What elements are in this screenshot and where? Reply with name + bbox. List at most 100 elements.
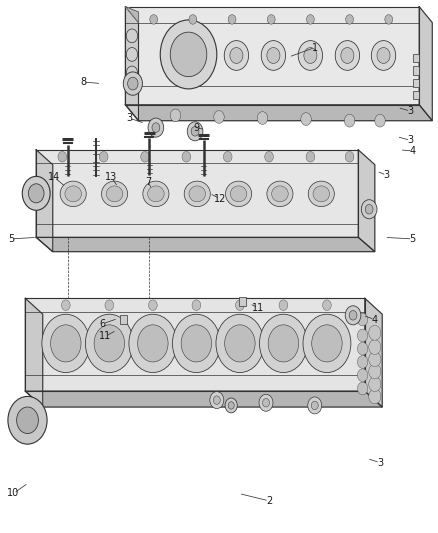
Circle shape: [152, 123, 160, 132]
Circle shape: [58, 151, 67, 162]
Circle shape: [8, 397, 47, 444]
Circle shape: [213, 396, 220, 405]
Circle shape: [265, 151, 273, 162]
Circle shape: [365, 205, 373, 214]
Circle shape: [105, 300, 114, 311]
Text: 3: 3: [407, 135, 413, 146]
Circle shape: [312, 325, 342, 362]
Ellipse shape: [267, 181, 293, 207]
Circle shape: [236, 300, 244, 311]
Circle shape: [279, 300, 288, 311]
Circle shape: [230, 47, 243, 63]
Text: 14: 14: [48, 172, 60, 182]
Circle shape: [216, 314, 264, 373]
Text: 6: 6: [100, 319, 106, 329]
Circle shape: [335, 41, 360, 70]
Circle shape: [148, 300, 157, 311]
Circle shape: [369, 389, 381, 404]
Circle shape: [150, 14, 158, 24]
Circle shape: [308, 397, 322, 414]
Polygon shape: [36, 150, 53, 252]
Ellipse shape: [189, 186, 205, 202]
Circle shape: [189, 14, 197, 24]
Text: 11: 11: [252, 303, 264, 313]
Circle shape: [17, 407, 39, 433]
Circle shape: [126, 47, 138, 61]
Circle shape: [228, 14, 236, 24]
Text: 5: 5: [410, 234, 416, 244]
Circle shape: [50, 325, 81, 362]
Circle shape: [303, 314, 351, 373]
Circle shape: [349, 311, 357, 320]
Bar: [413, 91, 419, 100]
Circle shape: [357, 342, 368, 355]
Circle shape: [268, 325, 299, 362]
Circle shape: [385, 14, 392, 24]
Circle shape: [182, 151, 191, 162]
Circle shape: [357, 329, 368, 342]
Text: 1: 1: [312, 43, 318, 53]
Circle shape: [306, 151, 315, 162]
Circle shape: [344, 114, 355, 127]
Circle shape: [341, 47, 354, 63]
Circle shape: [210, 392, 224, 409]
Ellipse shape: [230, 186, 247, 202]
Circle shape: [301, 113, 311, 125]
Circle shape: [61, 300, 70, 311]
Ellipse shape: [313, 186, 329, 202]
Text: 13: 13: [106, 172, 118, 182]
Ellipse shape: [102, 181, 127, 207]
Polygon shape: [125, 7, 419, 105]
Text: 11: 11: [99, 332, 111, 342]
Circle shape: [259, 314, 307, 373]
Circle shape: [22, 176, 50, 211]
Polygon shape: [25, 298, 365, 391]
Circle shape: [224, 41, 249, 70]
Circle shape: [259, 394, 273, 411]
Ellipse shape: [272, 186, 288, 202]
Text: 5: 5: [8, 234, 14, 244]
Text: 3: 3: [407, 106, 413, 116]
Circle shape: [369, 340, 381, 354]
Bar: [239, 297, 247, 306]
Circle shape: [369, 364, 381, 379]
Circle shape: [42, 314, 90, 373]
Text: 2: 2: [266, 496, 272, 506]
Circle shape: [99, 151, 108, 162]
Circle shape: [371, 41, 396, 70]
Polygon shape: [419, 7, 432, 120]
Circle shape: [377, 47, 390, 63]
Circle shape: [160, 20, 217, 89]
Text: 3: 3: [384, 171, 390, 180]
Circle shape: [345, 151, 354, 162]
Circle shape: [94, 325, 124, 362]
Circle shape: [181, 325, 212, 362]
Circle shape: [357, 313, 368, 326]
Circle shape: [129, 314, 177, 373]
Ellipse shape: [65, 186, 81, 202]
Circle shape: [261, 41, 286, 70]
Circle shape: [257, 112, 268, 124]
Circle shape: [369, 352, 381, 367]
Ellipse shape: [148, 186, 164, 202]
Circle shape: [170, 32, 207, 77]
Circle shape: [228, 402, 234, 409]
Ellipse shape: [60, 181, 86, 207]
Circle shape: [346, 14, 353, 24]
Text: 4: 4: [372, 314, 378, 325]
Circle shape: [28, 184, 44, 203]
Circle shape: [304, 47, 317, 63]
Polygon shape: [365, 298, 382, 407]
Polygon shape: [25, 391, 382, 407]
Polygon shape: [125, 7, 138, 120]
Text: 12: 12: [214, 193, 226, 204]
Polygon shape: [36, 237, 375, 252]
Circle shape: [369, 325, 381, 340]
Circle shape: [127, 77, 138, 90]
Circle shape: [357, 382, 368, 395]
Text: 3: 3: [377, 458, 383, 467]
Circle shape: [138, 325, 168, 362]
Bar: [413, 54, 419, 62]
Polygon shape: [125, 105, 432, 120]
Polygon shape: [25, 298, 43, 407]
